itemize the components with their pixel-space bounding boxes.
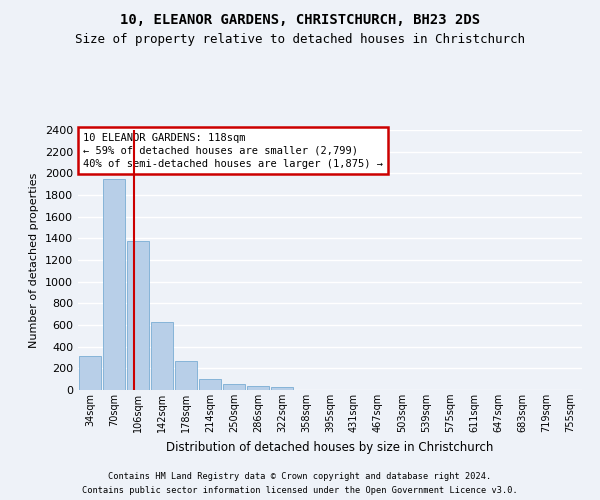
Bar [79,356,101,390]
Bar [103,179,125,390]
Text: Contains HM Land Registry data © Crown copyright and database right 2024.: Contains HM Land Registry data © Crown c… [109,472,491,481]
Text: 10 ELEANOR GARDENS: 118sqm
← 59% of detached houses are smaller (2,799)
40% of s: 10 ELEANOR GARDENS: 118sqm ← 59% of deta… [83,132,383,169]
Text: 10, ELEANOR GARDENS, CHRISTCHURCH, BH23 2DS: 10, ELEANOR GARDENS, CHRISTCHURCH, BH23 … [120,12,480,26]
Bar [199,378,221,390]
Bar [247,386,269,390]
Text: Size of property relative to detached houses in Christchurch: Size of property relative to detached ho… [75,32,525,46]
X-axis label: Distribution of detached houses by size in Christchurch: Distribution of detached houses by size … [166,440,494,454]
Bar [151,322,173,390]
Bar [175,362,197,390]
Bar [127,241,149,390]
Bar [271,388,293,390]
Y-axis label: Number of detached properties: Number of detached properties [29,172,40,348]
Bar [223,384,245,390]
Text: Contains public sector information licensed under the Open Government Licence v3: Contains public sector information licen… [82,486,518,495]
